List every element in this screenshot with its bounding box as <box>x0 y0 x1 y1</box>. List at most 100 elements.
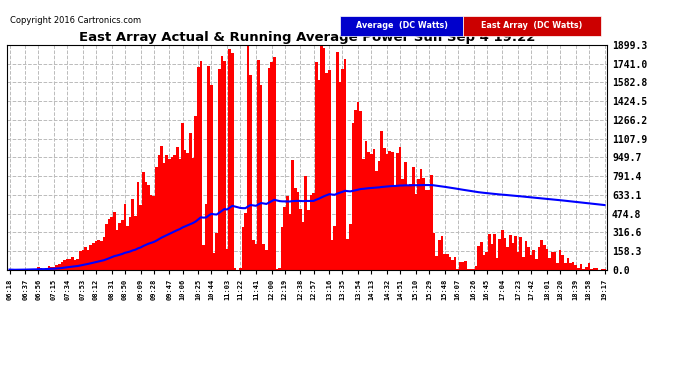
Bar <box>244 213 247 270</box>
Bar <box>402 179 404 270</box>
Bar <box>58 264 61 270</box>
Bar <box>202 245 205 270</box>
Bar <box>24 269 26 270</box>
Bar <box>540 240 543 270</box>
Bar <box>199 62 202 270</box>
Bar <box>195 116 197 270</box>
Bar <box>415 194 417 270</box>
Bar <box>208 66 210 270</box>
Bar <box>441 236 444 270</box>
Bar <box>29 269 32 270</box>
Bar <box>68 259 71 270</box>
Bar <box>388 152 391 270</box>
Bar <box>467 269 470 270</box>
Bar <box>483 255 485 270</box>
Bar <box>257 60 260 270</box>
Bar <box>420 169 422 270</box>
Bar <box>511 243 514 270</box>
Bar <box>530 255 533 270</box>
Bar <box>197 67 199 270</box>
Bar <box>470 269 472 270</box>
Bar <box>349 224 352 270</box>
Bar <box>580 264 582 270</box>
Bar <box>601 269 603 270</box>
Bar <box>179 159 181 270</box>
Bar <box>317 80 320 270</box>
Bar <box>431 174 433 270</box>
Bar <box>386 153 388 270</box>
Bar <box>549 258 551 270</box>
Bar <box>223 61 226 270</box>
Bar <box>147 185 150 270</box>
Bar <box>520 237 522 270</box>
Bar <box>184 150 186 270</box>
Bar <box>186 153 189 270</box>
Bar <box>509 235 511 270</box>
Text: Average  (DC Watts): Average (DC Watts) <box>355 21 448 30</box>
Bar <box>231 53 234 270</box>
Bar <box>45 268 48 270</box>
Bar <box>359 111 362 270</box>
Bar <box>110 217 113 270</box>
Bar <box>346 240 349 270</box>
Bar <box>97 240 100 270</box>
Bar <box>524 240 527 270</box>
Title: East Array Actual & Running Average Power Sun Sep 4 19:22: East Array Actual & Running Average Powe… <box>79 31 535 44</box>
Bar <box>362 159 365 270</box>
Bar <box>226 249 228 270</box>
Bar <box>297 192 299 270</box>
Bar <box>299 209 302 270</box>
Bar <box>331 240 333 270</box>
Bar <box>247 45 249 270</box>
Bar <box>370 154 373 270</box>
Bar <box>344 59 346 270</box>
Bar <box>134 216 137 270</box>
Bar <box>373 149 375 270</box>
Bar <box>435 256 438 270</box>
Bar <box>333 226 336 270</box>
Bar <box>506 248 509 270</box>
Bar <box>341 69 344 270</box>
Bar <box>367 153 370 270</box>
Bar <box>593 268 595 270</box>
Bar <box>464 261 467 270</box>
Bar <box>150 195 152 270</box>
Bar <box>459 262 462 270</box>
Bar <box>210 85 213 270</box>
Bar <box>588 263 590 270</box>
Bar <box>34 269 37 270</box>
Bar <box>553 252 556 270</box>
Bar <box>336 51 339 270</box>
Bar <box>323 48 326 270</box>
Bar <box>157 155 160 270</box>
Bar <box>527 247 530 270</box>
Bar <box>393 185 396 270</box>
Bar <box>50 267 52 270</box>
Bar <box>562 255 564 270</box>
Bar <box>320 45 323 270</box>
Bar <box>448 256 451 270</box>
Bar <box>365 141 367 270</box>
Bar <box>463 16 601 36</box>
Bar <box>87 249 90 270</box>
Bar <box>281 227 284 270</box>
Bar <box>551 252 553 270</box>
Bar <box>142 172 144 270</box>
Bar <box>577 268 580 270</box>
Bar <box>48 266 50 270</box>
Bar <box>375 171 378 270</box>
Bar <box>155 167 157 270</box>
Bar <box>176 147 179 270</box>
Bar <box>404 162 406 270</box>
Bar <box>66 260 68 270</box>
Bar <box>603 269 606 270</box>
Bar <box>543 245 546 270</box>
Bar <box>74 260 77 270</box>
Bar <box>52 267 55 270</box>
Bar <box>340 16 463 36</box>
Bar <box>126 225 129 270</box>
Bar <box>399 147 402 270</box>
Bar <box>255 244 257 270</box>
Bar <box>79 251 81 270</box>
Text: East Array  (DC Watts): East Array (DC Watts) <box>482 21 583 30</box>
